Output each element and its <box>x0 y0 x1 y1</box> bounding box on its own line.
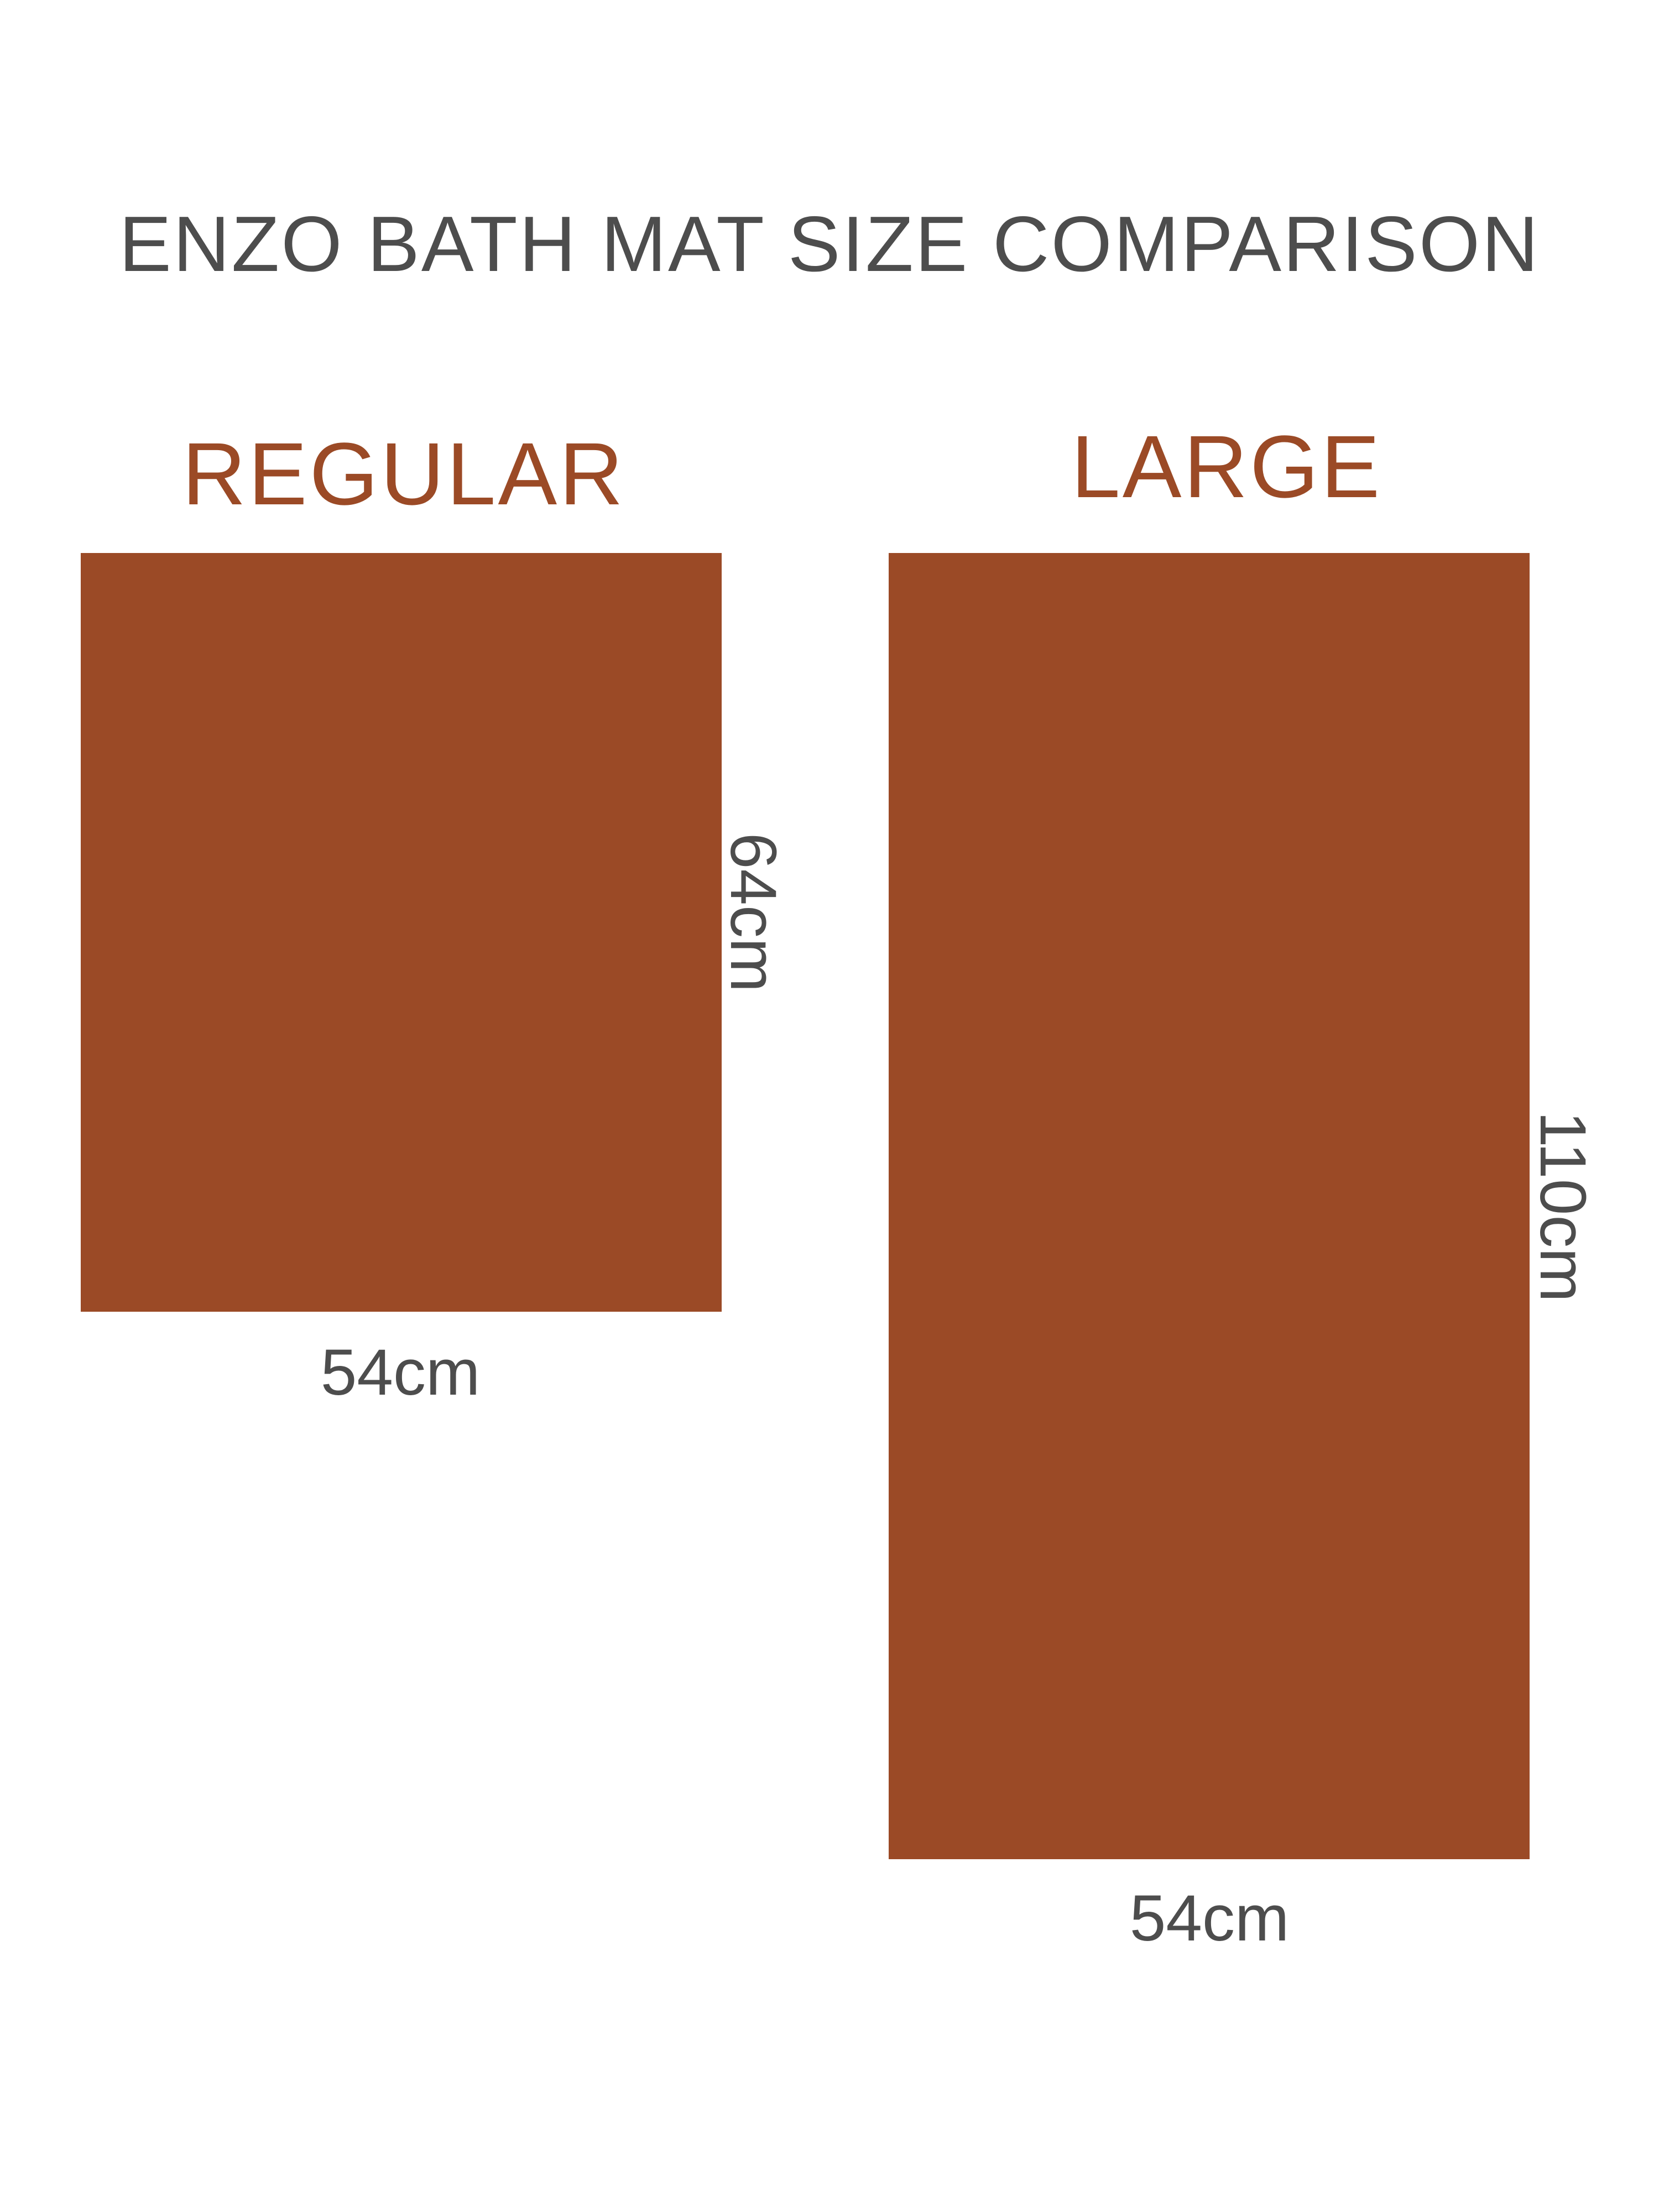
large-length-label: 110cm <box>1526 1111 1599 1302</box>
large-mat-rectangle <box>889 553 1530 1859</box>
large-width-label: 54cm <box>1129 1882 1290 1955</box>
page-title: ENZO BATH MAT SIZE COMPARISON <box>119 200 1540 288</box>
regular-mat-rectangle <box>81 553 722 1312</box>
regular-width-label: 54cm <box>320 1336 481 1409</box>
regular-label: REGULAR <box>182 424 625 523</box>
regular-length-label: 64cm <box>717 832 790 993</box>
large-label: LARGE <box>1071 417 1383 516</box>
